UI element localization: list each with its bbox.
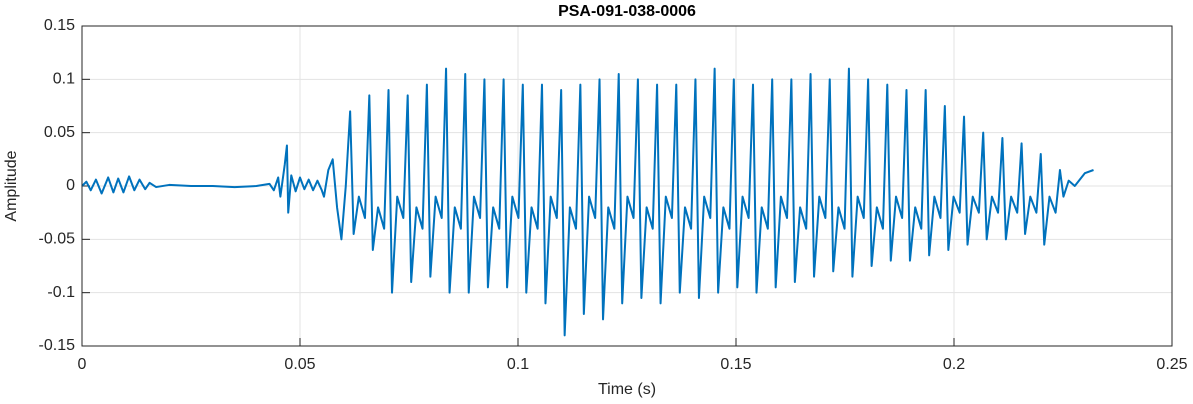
y-tick-label: -0.1 bbox=[47, 284, 75, 301]
x-axis-label: Time (s) bbox=[598, 381, 656, 398]
y-tick-label: -0.15 bbox=[39, 337, 76, 354]
y-tick-label: 0 bbox=[66, 177, 75, 194]
waveform bbox=[81, 67, 1094, 337]
x-tick-label: 0 bbox=[78, 356, 87, 373]
x-tick-label: 0.05 bbox=[284, 356, 315, 373]
y-axis-label: Amplitude bbox=[3, 150, 20, 221]
y-tick-label: -0.05 bbox=[39, 231, 76, 248]
y-tick-label: 0.1 bbox=[53, 71, 75, 88]
x-tick-label: 0.2 bbox=[943, 356, 965, 373]
chart-title: PSA-091-038-0006 bbox=[558, 3, 696, 20]
y-tick-label: 0.05 bbox=[44, 124, 75, 141]
axes-box bbox=[81, 25, 1173, 347]
x-tick-label: 0.25 bbox=[1156, 356, 1187, 373]
y-tick-label: 0.15 bbox=[44, 17, 75, 34]
x-tick-label: 0.15 bbox=[720, 356, 751, 373]
x-tick-label: 0.1 bbox=[507, 356, 529, 373]
